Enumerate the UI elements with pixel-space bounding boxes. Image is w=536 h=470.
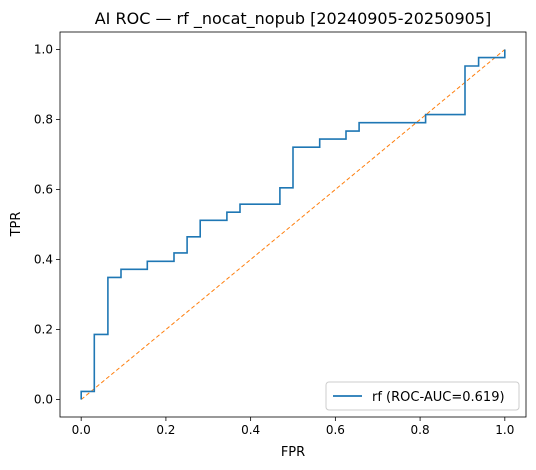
y-tick-label: 0.0 [34, 393, 53, 407]
y-tick-label: 0.4 [34, 253, 53, 267]
y-tick-label: 0.8 [34, 113, 53, 127]
plot-area: 0.0 0.2 0.4 0.6 0.8 1.0 0.0 0.2 0.4 0.6 0.8 1.0 [34, 31, 527, 437]
series-layer [80, 49, 506, 400]
y-tick-label: 1.0 [34, 43, 53, 57]
chart-title: AI ROC — rf _nocat_nopub [20240905-20250… [95, 9, 492, 29]
x-tick-label: 1.0 [495, 423, 514, 437]
legend: rf (ROC-AUC=0.619) [325, 381, 520, 411]
y-ticks: 0.0 0.2 0.4 0.6 0.8 1.0 [34, 43, 60, 407]
legend-box [325, 381, 520, 411]
x-tick-label: 0.2 [156, 423, 175, 437]
x-tick-label: 0.6 [326, 423, 345, 437]
x-tick-label: 0.8 [411, 423, 430, 437]
y-tick-label: 0.6 [34, 183, 53, 197]
y-axis-label: TPR [9, 212, 24, 238]
series-line-reference [80, 49, 506, 400]
x-ticks: 0.0 0.2 0.4 0.6 0.8 1.0 [72, 417, 514, 437]
x-tick-label: 0.4 [241, 423, 260, 437]
legend-label-rf: rf (ROC-AUC=0.619) [372, 390, 505, 405]
y-tick-label: 0.2 [34, 323, 53, 337]
x-axis-label: FPR [281, 445, 305, 460]
x-tick-label: 0.0 [72, 423, 91, 437]
series-line-rf [80, 49, 506, 400]
